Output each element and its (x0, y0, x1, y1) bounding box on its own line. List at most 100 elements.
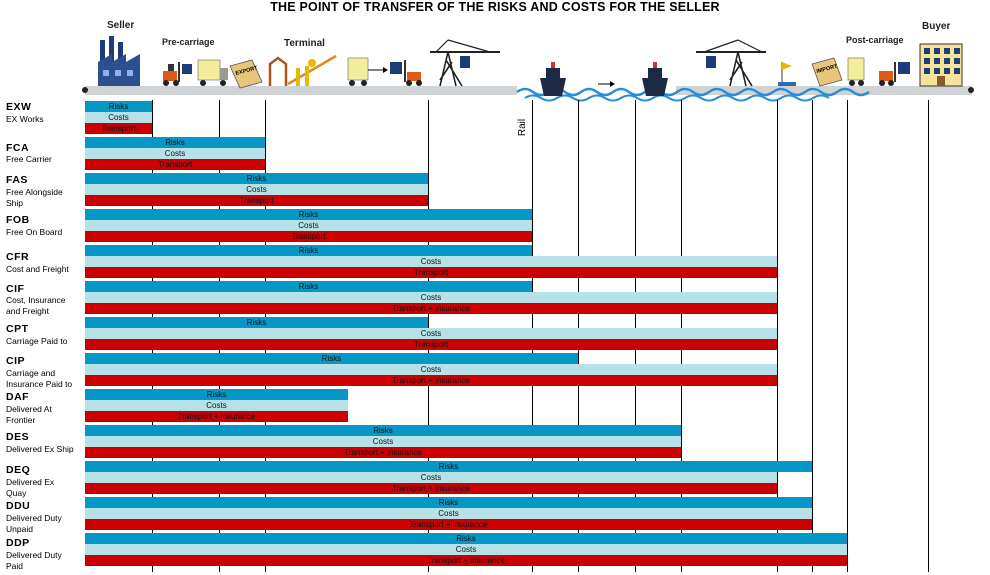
incoterm-desc-line: Delivered Ex Ship (6, 444, 74, 454)
incoterm-desc-line: Paid (6, 560, 24, 571)
costs-bar-ddp: Costs (85, 544, 847, 555)
transport-bar-des: Transport + insurance (85, 447, 681, 458)
transport-bar-cif: Transport + insurance (85, 303, 777, 314)
pre-carriage-label: Pre-carriage (162, 37, 215, 47)
risks-bar-ddu: Risks (85, 497, 812, 508)
incoterm-desc-line: Free On Board (6, 227, 63, 237)
incoterm-code-cfr: CFR (6, 251, 30, 263)
factory-icon (98, 36, 140, 86)
incoterm-desc-line: Frontier (6, 414, 36, 425)
transfer-point-line (847, 100, 848, 572)
sea (516, 87, 870, 97)
forklift-icon (163, 62, 192, 86)
forklift-icon-2 (390, 60, 422, 86)
incoterm-code-des: DES (6, 431, 30, 443)
incoterm-desc-ddu: Delivered Duty Unpaid (6, 513, 62, 534)
costs-bar-deq: Costs (85, 472, 777, 483)
building-icon (919, 43, 963, 87)
incoterm-desc-cfr: Cost and Freight (6, 264, 69, 275)
transport-bar-fca: Transport (85, 159, 265, 170)
transfer-point-line (777, 100, 778, 572)
risks-bar-exw: Risks (85, 101, 152, 112)
transport-bar-cpt: Transport (85, 339, 777, 350)
ship-icon-2 (642, 62, 668, 96)
risks-bar-daf: Risks (85, 389, 348, 400)
incoterm-code-cpt: CPT (6, 323, 29, 335)
transport-bar-cfr: Transport (85, 267, 777, 278)
import-sign-icon: IMPORT (811, 57, 843, 87)
truck-icon (197, 59, 228, 86)
incoterm-desc-line: Carriage and (6, 368, 56, 378)
costs-bar-daf: Costs (85, 400, 348, 411)
transport-bar-exw: Transport (85, 123, 152, 134)
transport-bar-deq: Transport + insurance (85, 483, 777, 494)
risks-bar-fas: Risks (85, 173, 428, 184)
risks-bar-cfr: Risks (85, 245, 532, 256)
incoterm-desc-line: Free Carrier (6, 154, 52, 164)
road-right (676, 86, 972, 95)
incoterm-code-daf: DAF (6, 391, 30, 403)
incoterm-code-deq: DEQ (6, 464, 31, 476)
incoterm-code-fas: FAS (6, 174, 28, 186)
incoterm-desc-line: Delivered Duty (6, 550, 62, 560)
road (85, 86, 517, 95)
incoterm-desc-fca: Free Carrier (6, 154, 52, 165)
costs-bar-ddu: Costs (85, 508, 812, 519)
incoterm-desc-line: Delivered At (6, 404, 52, 414)
seller-label: Seller (107, 20, 135, 31)
incoterm-desc-fas: Free Alongside Ship (6, 187, 63, 208)
incoterm-desc-line: Unpaid (6, 523, 33, 534)
export-sign-text: EXPORT (235, 65, 259, 77)
buyer-label: Buyer (922, 21, 951, 32)
crane-icon-2 (696, 39, 766, 87)
incoterm-desc-deq: Delivered Ex Quay (6, 477, 54, 498)
post-carriage-label: Post-carriage (846, 35, 904, 45)
transfer-point-line (812, 100, 813, 572)
transport-bar-fob: Transport (85, 231, 532, 242)
truck-icon-2 (347, 57, 388, 86)
risks-bar-ddp: Risks (85, 533, 847, 544)
incoterm-desc-line: Ship (6, 197, 24, 208)
flag-icon (778, 62, 796, 86)
export-sign-icon: EXPORT (229, 59, 263, 89)
incoterm-desc-ddp: Delivered Duty Paid (6, 550, 62, 571)
risks-bar-des: Risks (85, 425, 681, 436)
incoterm-desc-line: Delivered Duty (6, 513, 62, 523)
incoterm-code-ddp: DDP (6, 537, 30, 549)
incoterm-code-ddu: DDU (6, 500, 31, 512)
costs-bar-des: Costs (85, 436, 681, 447)
terminal-label: Terminal (284, 38, 325, 49)
incoterm-desc-line: Quay (6, 487, 27, 498)
risks-bar-fob: Risks (85, 209, 532, 220)
incoterm-code-exw: EXW (6, 101, 32, 113)
costs-bar-cfr: Costs (85, 256, 777, 267)
costs-bar-cif: Costs (85, 292, 777, 303)
incoterm-desc-daf: Delivered At Frontier (6, 404, 52, 425)
transport-bar-ddp: Transport + insurance (85, 555, 847, 566)
incoterm-desc-line: Cost, Insurance (6, 295, 66, 305)
transport-bar-ddu: Transport + insurance (85, 519, 812, 530)
incoterm-desc-line: EX Works (6, 114, 44, 124)
incoterm-code-cif: CIF (6, 283, 25, 295)
costs-bar-fob: Costs (85, 220, 532, 231)
costs-bar-fas: Costs (85, 184, 428, 195)
ship-icon (540, 62, 566, 96)
crane-icon (430, 39, 500, 87)
risks-bar-cip: Risks (85, 353, 578, 364)
transport-bar-cip: Transport + insurance (85, 375, 777, 386)
risks-bar-fca: Risks (85, 137, 265, 148)
risks-bar-cpt: Risks (85, 317, 428, 328)
transport-bar-daf: Transport + insurance (85, 411, 348, 422)
incoterm-desc-exw: EX Works (6, 114, 44, 125)
transfer-point-line (928, 100, 929, 572)
diagram-title: THE POINT OF TRANSFER OF THE RISKS AND C… (270, 0, 720, 14)
arrow-icon (598, 81, 615, 87)
incoterm-desc-line: and Freight (6, 305, 49, 316)
incoterm-code-fca: FCA (6, 142, 30, 154)
incoterm-desc-des: Delivered Ex Ship (6, 444, 74, 455)
risks-bar-cif: Risks (85, 281, 532, 292)
costs-bar-fca: Costs (85, 148, 265, 159)
rail-label: Rail (517, 118, 529, 137)
incoterm-desc-cif: Cost, Insurance and Freight (6, 295, 66, 316)
incoterm-desc-cip: Carriage and Insurance Paid to (6, 368, 72, 389)
